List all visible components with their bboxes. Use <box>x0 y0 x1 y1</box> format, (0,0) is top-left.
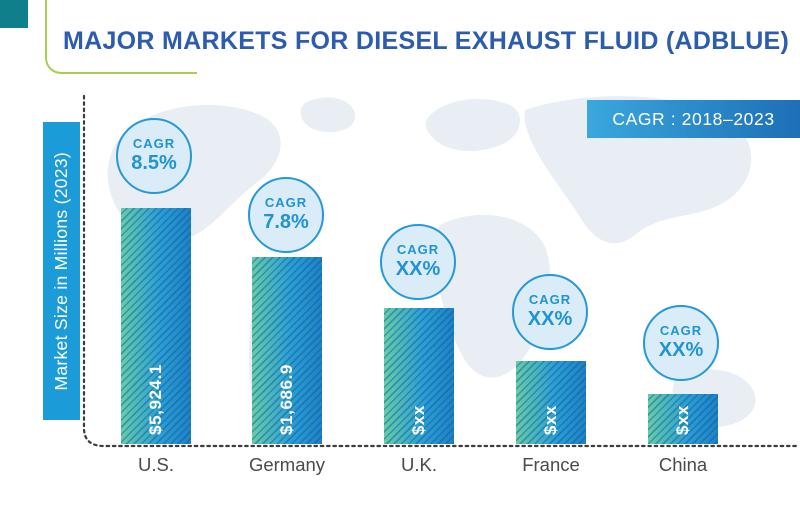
category-label-us: U.S. <box>138 454 174 475</box>
cagr-bubble-value: XX% <box>527 308 573 331</box>
cagr-bubble-china: CAGR XX% <box>643 305 719 381</box>
cagr-bubble-title: CAGR <box>264 194 308 210</box>
y-axis-label: Market Size in Millions (2023) <box>51 151 71 391</box>
y-axis-ribbon: Market Size in Millions (2023) <box>43 122 80 420</box>
bar-value-label: $5,924.1 <box>146 364 165 435</box>
bar-value-label: $xx <box>673 404 692 435</box>
bar-value-label: $xx <box>541 404 560 435</box>
cagr-bubble-title: CAGR <box>528 291 572 307</box>
category-label-france: France <box>522 454 580 475</box>
cagr-period-label: CAGR : 2018–2023 <box>612 108 775 129</box>
cagr-bubble-us: CAGR 8.5% <box>116 118 192 194</box>
bar-germany: $1,686.9 <box>252 257 322 444</box>
category-label-uk: U.K. <box>401 454 437 475</box>
title-accent-border <box>45 0 197 74</box>
bar-france: $xx <box>516 361 586 444</box>
cagr-bubble-uk: CAGR XX% <box>380 224 456 300</box>
cagr-bubble-title: CAGR <box>396 241 440 257</box>
cagr-bubble-germany: CAGR 7.8% <box>248 177 324 253</box>
corner-accent-square <box>0 0 28 28</box>
cagr-period-badge: CAGR : 2018–2023 <box>587 100 800 138</box>
cagr-bubble-value: XX% <box>658 339 704 362</box>
cagr-bubble-title: CAGR <box>132 135 176 151</box>
page-title: MAJOR MARKETS FOR DIESEL EXHAUST FLUID (… <box>63 27 790 55</box>
bar-value-label: $1,686.9 <box>277 364 296 435</box>
category-label-germany: Germany <box>248 454 326 475</box>
cagr-bubble-value: XX% <box>395 258 441 281</box>
bar-uk: $xx <box>384 308 454 444</box>
cagr-bubble-title: CAGR <box>659 322 703 338</box>
bar-value-label: $xx <box>409 404 428 435</box>
bar-china: $xx <box>648 394 718 444</box>
bar-us: $5,924.1 <box>121 208 191 444</box>
cagr-bubble-value: 8.5% <box>131 152 177 175</box>
category-label-china: China <box>658 454 708 475</box>
cagr-bubble-value: 7.8% <box>263 211 309 234</box>
cagr-bubble-france: CAGR XX% <box>512 274 588 350</box>
